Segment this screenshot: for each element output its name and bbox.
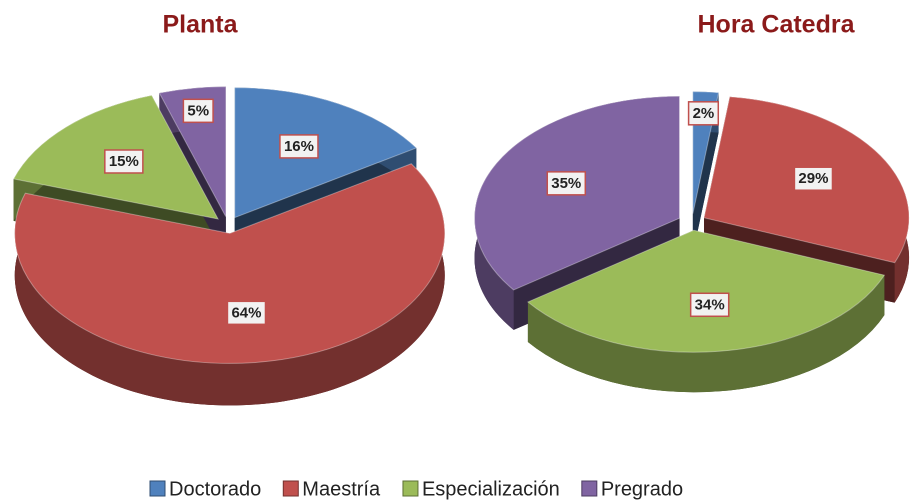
data-label-box bbox=[793, 166, 834, 191]
legend-swatch bbox=[149, 480, 166, 497]
data-label-box bbox=[279, 134, 319, 159]
chart-title: Planta bbox=[162, 11, 238, 39]
data-label: 35% bbox=[551, 175, 581, 192]
data-label: 2% bbox=[693, 105, 715, 122]
chart-title: Hora Catedra bbox=[698, 11, 856, 39]
legend-label: Doctorado bbox=[169, 478, 261, 500]
data-label: 29% bbox=[798, 170, 828, 187]
data-label-box bbox=[689, 292, 730, 318]
legend-label: Maestría bbox=[302, 478, 381, 500]
data-label-box bbox=[104, 149, 144, 174]
legend-swatch bbox=[402, 480, 419, 497]
pie-slice-side bbox=[527, 275, 885, 393]
pie-slice bbox=[234, 87, 418, 219]
data-label: 15% bbox=[109, 153, 139, 170]
legend-label: Pregrado bbox=[601, 478, 683, 500]
legend-swatch bbox=[282, 480, 299, 497]
data-label: 64% bbox=[231, 304, 261, 321]
data-label: 34% bbox=[695, 296, 725, 313]
data-label-box bbox=[546, 171, 587, 196]
data-label-box bbox=[226, 300, 267, 326]
legend-label: Especialización bbox=[422, 478, 560, 500]
legend-swatch bbox=[581, 480, 598, 497]
data-label: 16% bbox=[284, 138, 314, 155]
pie-slice bbox=[14, 163, 446, 364]
data-label-box bbox=[182, 98, 214, 124]
pie-slice-face bbox=[692, 92, 719, 254]
pie-slice bbox=[526, 229, 886, 353]
data-label: 5% bbox=[187, 102, 209, 119]
data-label-box bbox=[687, 101, 720, 126]
